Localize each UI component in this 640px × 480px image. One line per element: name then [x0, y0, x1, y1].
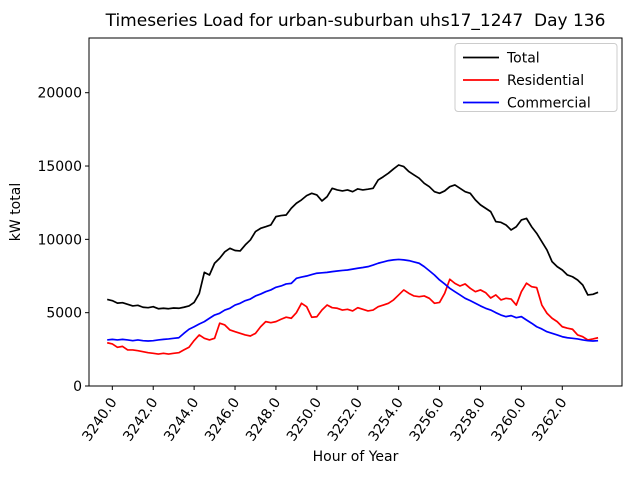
legend-label: Total [506, 51, 540, 67]
y-axis-tick-label: 10000 [37, 232, 82, 248]
legend-box [454, 43, 618, 112]
x-axis-label: Hour of Year [313, 449, 399, 465]
series-line-residential [107, 278, 599, 355]
y-axis-tick-label: 0 [73, 379, 82, 395]
y-axis-label: kW total [8, 183, 24, 241]
chart-title: Timeseries Load for urban-suburban uhs17… [105, 11, 606, 31]
series-line-total [107, 164, 599, 310]
y-axis-tick-label: 5000 [46, 306, 82, 322]
series-line-commercial [107, 258, 599, 342]
y-axis-tick-label: 20000 [37, 86, 82, 102]
axes-spines [88, 37, 623, 387]
legend: Total Residential Commercial [454, 43, 618, 112]
y-axis: 0 5000 10000 15000 20000 [37, 86, 89, 395]
legend-label: Commercial [507, 96, 591, 112]
legend-label: Residential [507, 73, 584, 89]
legend-entry-commercial: Commercial [463, 96, 591, 112]
legend-entry-residential: Residential [463, 73, 584, 89]
y-axis-tick-label: 15000 [37, 159, 82, 175]
legend-entry-total: Total [463, 51, 540, 67]
